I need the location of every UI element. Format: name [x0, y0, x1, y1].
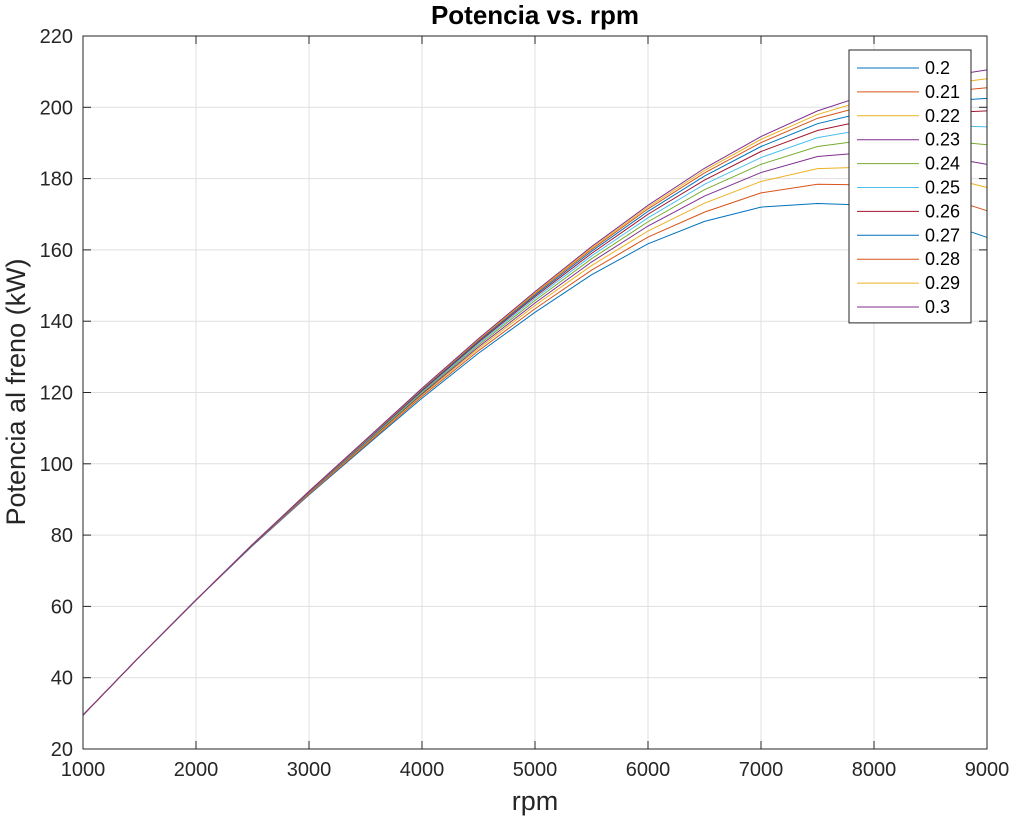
- legend-label: 0.26: [925, 201, 960, 221]
- y-tick-label: 20: [51, 739, 73, 761]
- x-tick-label: 6000: [626, 759, 671, 781]
- series-lines: [82, 69, 988, 716]
- legend-label: 0.25: [925, 178, 960, 198]
- y-tick-label: 120: [40, 383, 73, 405]
- axes-box: [82, 35, 988, 750]
- y-tick-label: 60: [51, 596, 73, 618]
- legend-label: 0.24: [925, 154, 960, 174]
- y-tick-label: 40: [51, 668, 73, 690]
- series-line-0.3: [82, 69, 988, 716]
- legend-label: 0.29: [925, 273, 960, 293]
- legend-label: 0.3: [925, 297, 950, 317]
- y-tick-label: 180: [40, 169, 73, 191]
- x-tick-label: 8000: [852, 759, 897, 781]
- x-tick-label: 5000: [513, 759, 558, 781]
- x-tick-label: 3000: [287, 759, 332, 781]
- x-tick-label: 9000: [965, 759, 1010, 781]
- legend-label: 0.21: [925, 82, 960, 102]
- legend: 0.2 0.21 0.22 0.23 0.24 0.25 0.26 0.27 0.28 0.29 0…: [848, 49, 972, 324]
- y-tick-label: 200: [40, 97, 73, 119]
- chart-title: Potencia vs. rpm: [431, 0, 639, 30]
- y-tick-label: 80: [51, 525, 73, 547]
- x-tick-label: 2000: [174, 759, 219, 781]
- y-tick-label: 140: [40, 311, 73, 333]
- legend-label: 0.22: [925, 106, 960, 126]
- x-tick-label: 1000: [61, 759, 106, 781]
- y-tick-label: 100: [40, 454, 73, 476]
- y-tick-label: 160: [40, 240, 73, 262]
- legend-label: 0.23: [925, 130, 960, 150]
- legend-label: 0.28: [925, 249, 960, 269]
- y-tick-label: 220: [40, 26, 73, 48]
- legend-label: 0.27: [925, 225, 960, 245]
- x-tick-label: 4000: [400, 759, 445, 781]
- x-axis-label: rpm: [512, 786, 559, 816]
- x-tick-label: 7000: [739, 759, 784, 781]
- legend-label: 0.2: [925, 58, 950, 78]
- legend-box: [848, 49, 972, 324]
- y-axis-label: Potencia al freno (kW): [1, 258, 31, 525]
- axes: 1000 2000 3000 4000 5000 6000 7000 8000 9000 20 40…: [40, 26, 1010, 781]
